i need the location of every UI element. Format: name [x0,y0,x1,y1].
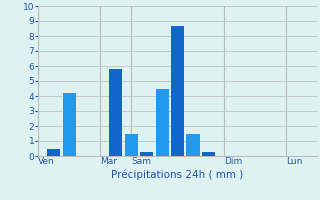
Bar [109,69,122,156]
Bar [171,25,184,156]
Bar [187,134,200,156]
Bar [124,134,138,156]
Bar [202,152,215,156]
Bar [156,88,169,156]
Bar [140,152,153,156]
Bar [47,148,60,156]
Bar [63,93,76,156]
X-axis label: Précipitations 24h ( mm ): Précipitations 24h ( mm ) [111,169,244,180]
